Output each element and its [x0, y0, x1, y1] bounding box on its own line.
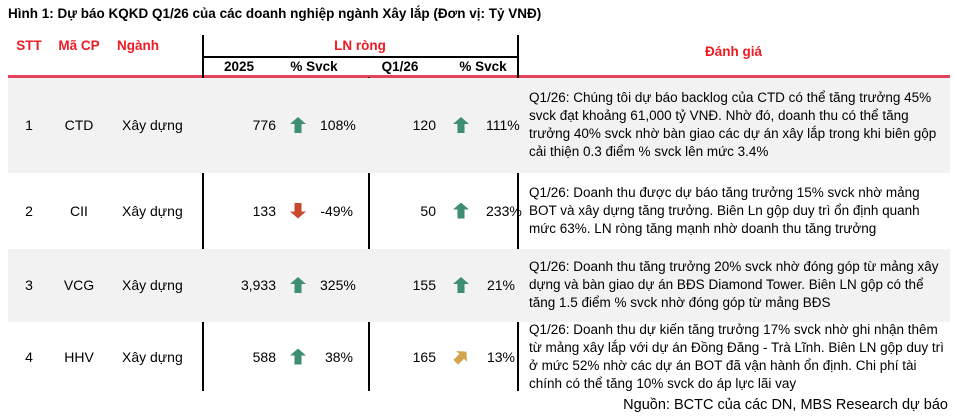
sector-cell: Xây dựng: [122, 117, 183, 133]
arrow-up-icon: [290, 117, 306, 133]
header-red-rule: [8, 75, 950, 78]
q126-value: 120: [412, 117, 436, 133]
assessment-text: Q1/26: Doanh thu dự kiến tăng trưởng 17%…: [529, 321, 944, 391]
ln2025-svck: 325%: [320, 277, 356, 293]
sector-cell: Xây dựng: [122, 202, 183, 219]
row-index: 2: [25, 202, 33, 219]
assessment-text: Q1/26: Doanh thu được dự báo tăng trưởng…: [529, 184, 920, 236]
row-index: 1: [25, 117, 33, 133]
ln2025-value: 776: [252, 117, 276, 133]
subheader-q126-svck: % Svck: [459, 59, 507, 74]
q126-svck: 21%: [486, 277, 515, 293]
sector-cell: Xây dựng: [122, 348, 183, 365]
assessment-text: Q1/26: Doanh thu tăng trưởng 20% svck nh…: [529, 259, 939, 310]
q126-value: 50: [420, 202, 436, 219]
header-stt: STT: [16, 38, 42, 53]
forecast-table: STT Mã CP Ngành LN ròng Đánh giá 2025 % …: [8, 35, 950, 391]
arrow-up-icon: [453, 202, 469, 219]
table-row: 3 VCG Xây dựng 3,933 325% 155 21% Q1/26:…: [8, 248, 950, 322]
arrow-up-right-icon: [450, 346, 471, 367]
header-assessment: Đánh giá: [704, 44, 762, 59]
subheader-2025: 2025: [223, 59, 255, 74]
header-net-profit-group: LN ròng: [334, 38, 386, 53]
arrow-up-icon: [290, 277, 306, 293]
divider-right: [517, 35, 519, 391]
q126-svck: 233%: [486, 202, 522, 219]
figure-title: Hình 1: Dự báo KQKD Q1/26 của các doanh …: [8, 6, 542, 21]
ticker-cell: VCG: [63, 277, 95, 293]
ln2025-value: 3,933: [240, 277, 276, 293]
arrow-up-icon: [453, 117, 469, 133]
ln2025-svck: 108%: [320, 117, 356, 133]
q126-svck: 13%: [486, 348, 515, 365]
row-index: 3: [25, 277, 33, 293]
subheader-2025-svck: % Svck: [290, 59, 338, 74]
ticker-cell: CII: [70, 202, 88, 219]
arrow-down-icon: [290, 202, 306, 219]
ticker-cell: CTD: [64, 117, 94, 133]
net-profit-group-underline: [202, 56, 518, 58]
ln2025-value: 588: [252, 348, 276, 365]
q126-value: 165: [412, 348, 436, 365]
ln2025-value: 133: [252, 202, 276, 219]
arrow-up-icon: [453, 277, 469, 293]
sector-cell: Xây dựng: [122, 277, 183, 293]
row-index: 4: [25, 348, 33, 365]
ln2025-svck: -49%: [320, 202, 353, 219]
table-row: 1 CTD Xây dựng 776 108% 120 111% Q1/26: …: [8, 77, 950, 173]
arrow-up-icon: [290, 348, 306, 365]
ln2025-svck: 38%: [324, 348, 353, 365]
q126-value: 155: [412, 277, 436, 293]
table-body: 1 CTD Xây dựng 776 108% 120 111% Q1/26: …: [8, 77, 950, 392]
table-row: 2 CII Xây dựng 133 -49% 50 233% Q1/26: D…: [8, 173, 950, 249]
divider-middle: [368, 77, 370, 391]
ticker-cell: HHV: [64, 348, 94, 365]
table-row: 4 HHV Xây dựng 588 38% 165 13% Q1/26: Do…: [8, 322, 950, 392]
q126-svck: 111%: [486, 117, 520, 133]
assessment-text: Q1/26: Chúng tôi dự báo backlog của CTD …: [529, 90, 937, 159]
header-ticker: Mã CP: [58, 38, 100, 53]
source-note: Nguồn: BCTC của các DN, MBS Research dự …: [623, 397, 948, 413]
header-sector: Ngành: [117, 38, 159, 53]
divider-left: [202, 35, 204, 391]
subheader-q126: Q1/26: [381, 59, 419, 74]
